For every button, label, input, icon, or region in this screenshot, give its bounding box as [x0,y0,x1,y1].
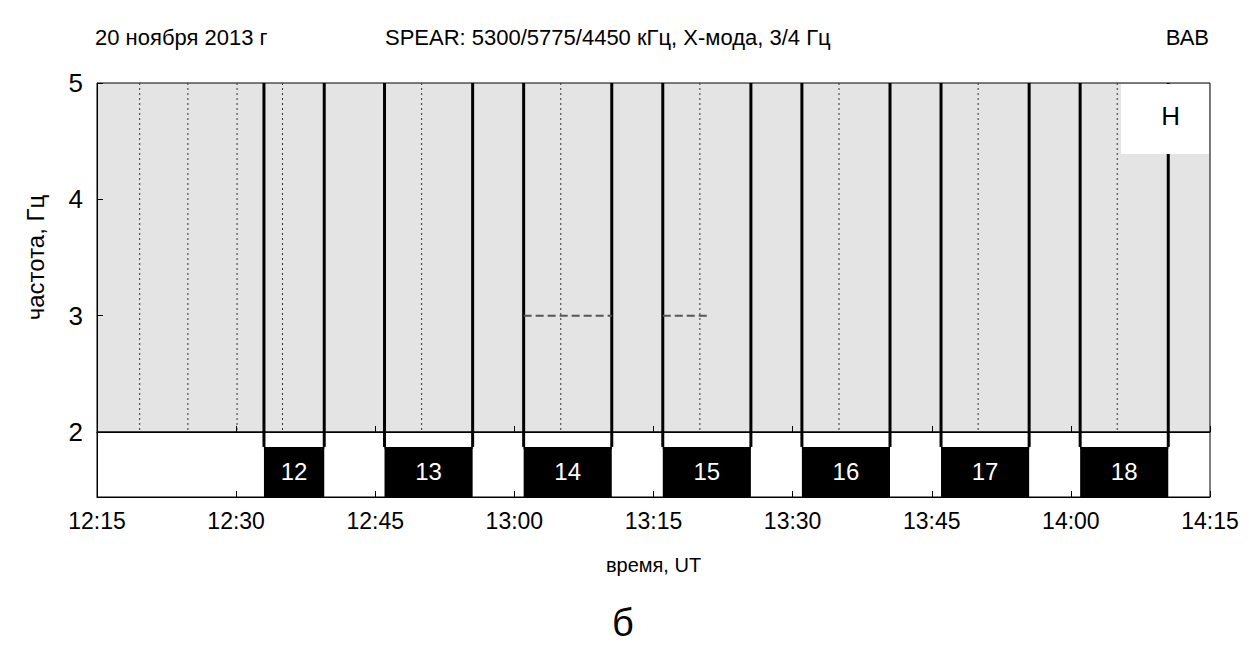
svg-text:17: 17 [972,458,999,485]
svg-text:12:30: 12:30 [207,508,265,534]
svg-text:18: 18 [1111,458,1138,485]
svg-text:16: 16 [833,458,860,485]
svg-text:15: 15 [693,458,720,485]
svg-text:14:15: 14:15 [1181,508,1239,534]
svg-text:13:45: 13:45 [903,508,961,534]
svg-text:13: 13 [415,458,442,485]
svg-text:5: 5 [69,68,83,98]
svg-text:2: 2 [69,417,83,447]
svg-text:SPEAR: 5300/5775/4450 кГц, Х-м: SPEAR: 5300/5775/4450 кГц, Х-мода, 3/4 Г… [385,25,831,50]
svg-text:Н: Н [1161,101,1180,131]
svg-text:14:00: 14:00 [1042,508,1100,534]
svg-text:20 ноября 2013 г: 20 ноября 2013 г [95,25,268,50]
svg-text:13:00: 13:00 [486,508,544,534]
svg-text:частота, Гц: частота, Гц [22,194,49,320]
svg-text:14: 14 [554,458,581,485]
svg-text:ВАВ: ВАВ [1166,25,1209,50]
svg-text:13:30: 13:30 [764,508,822,534]
svg-text:12:15: 12:15 [68,508,126,534]
svg-text:12: 12 [281,458,308,485]
svg-text:4: 4 [69,184,83,214]
svg-text:12:45: 12:45 [346,508,404,534]
svg-text:3: 3 [69,301,83,331]
svg-text:б: б [612,602,634,644]
svg-text:13:15: 13:15 [625,508,683,534]
svg-text:время, UT: время, UT [606,554,701,576]
